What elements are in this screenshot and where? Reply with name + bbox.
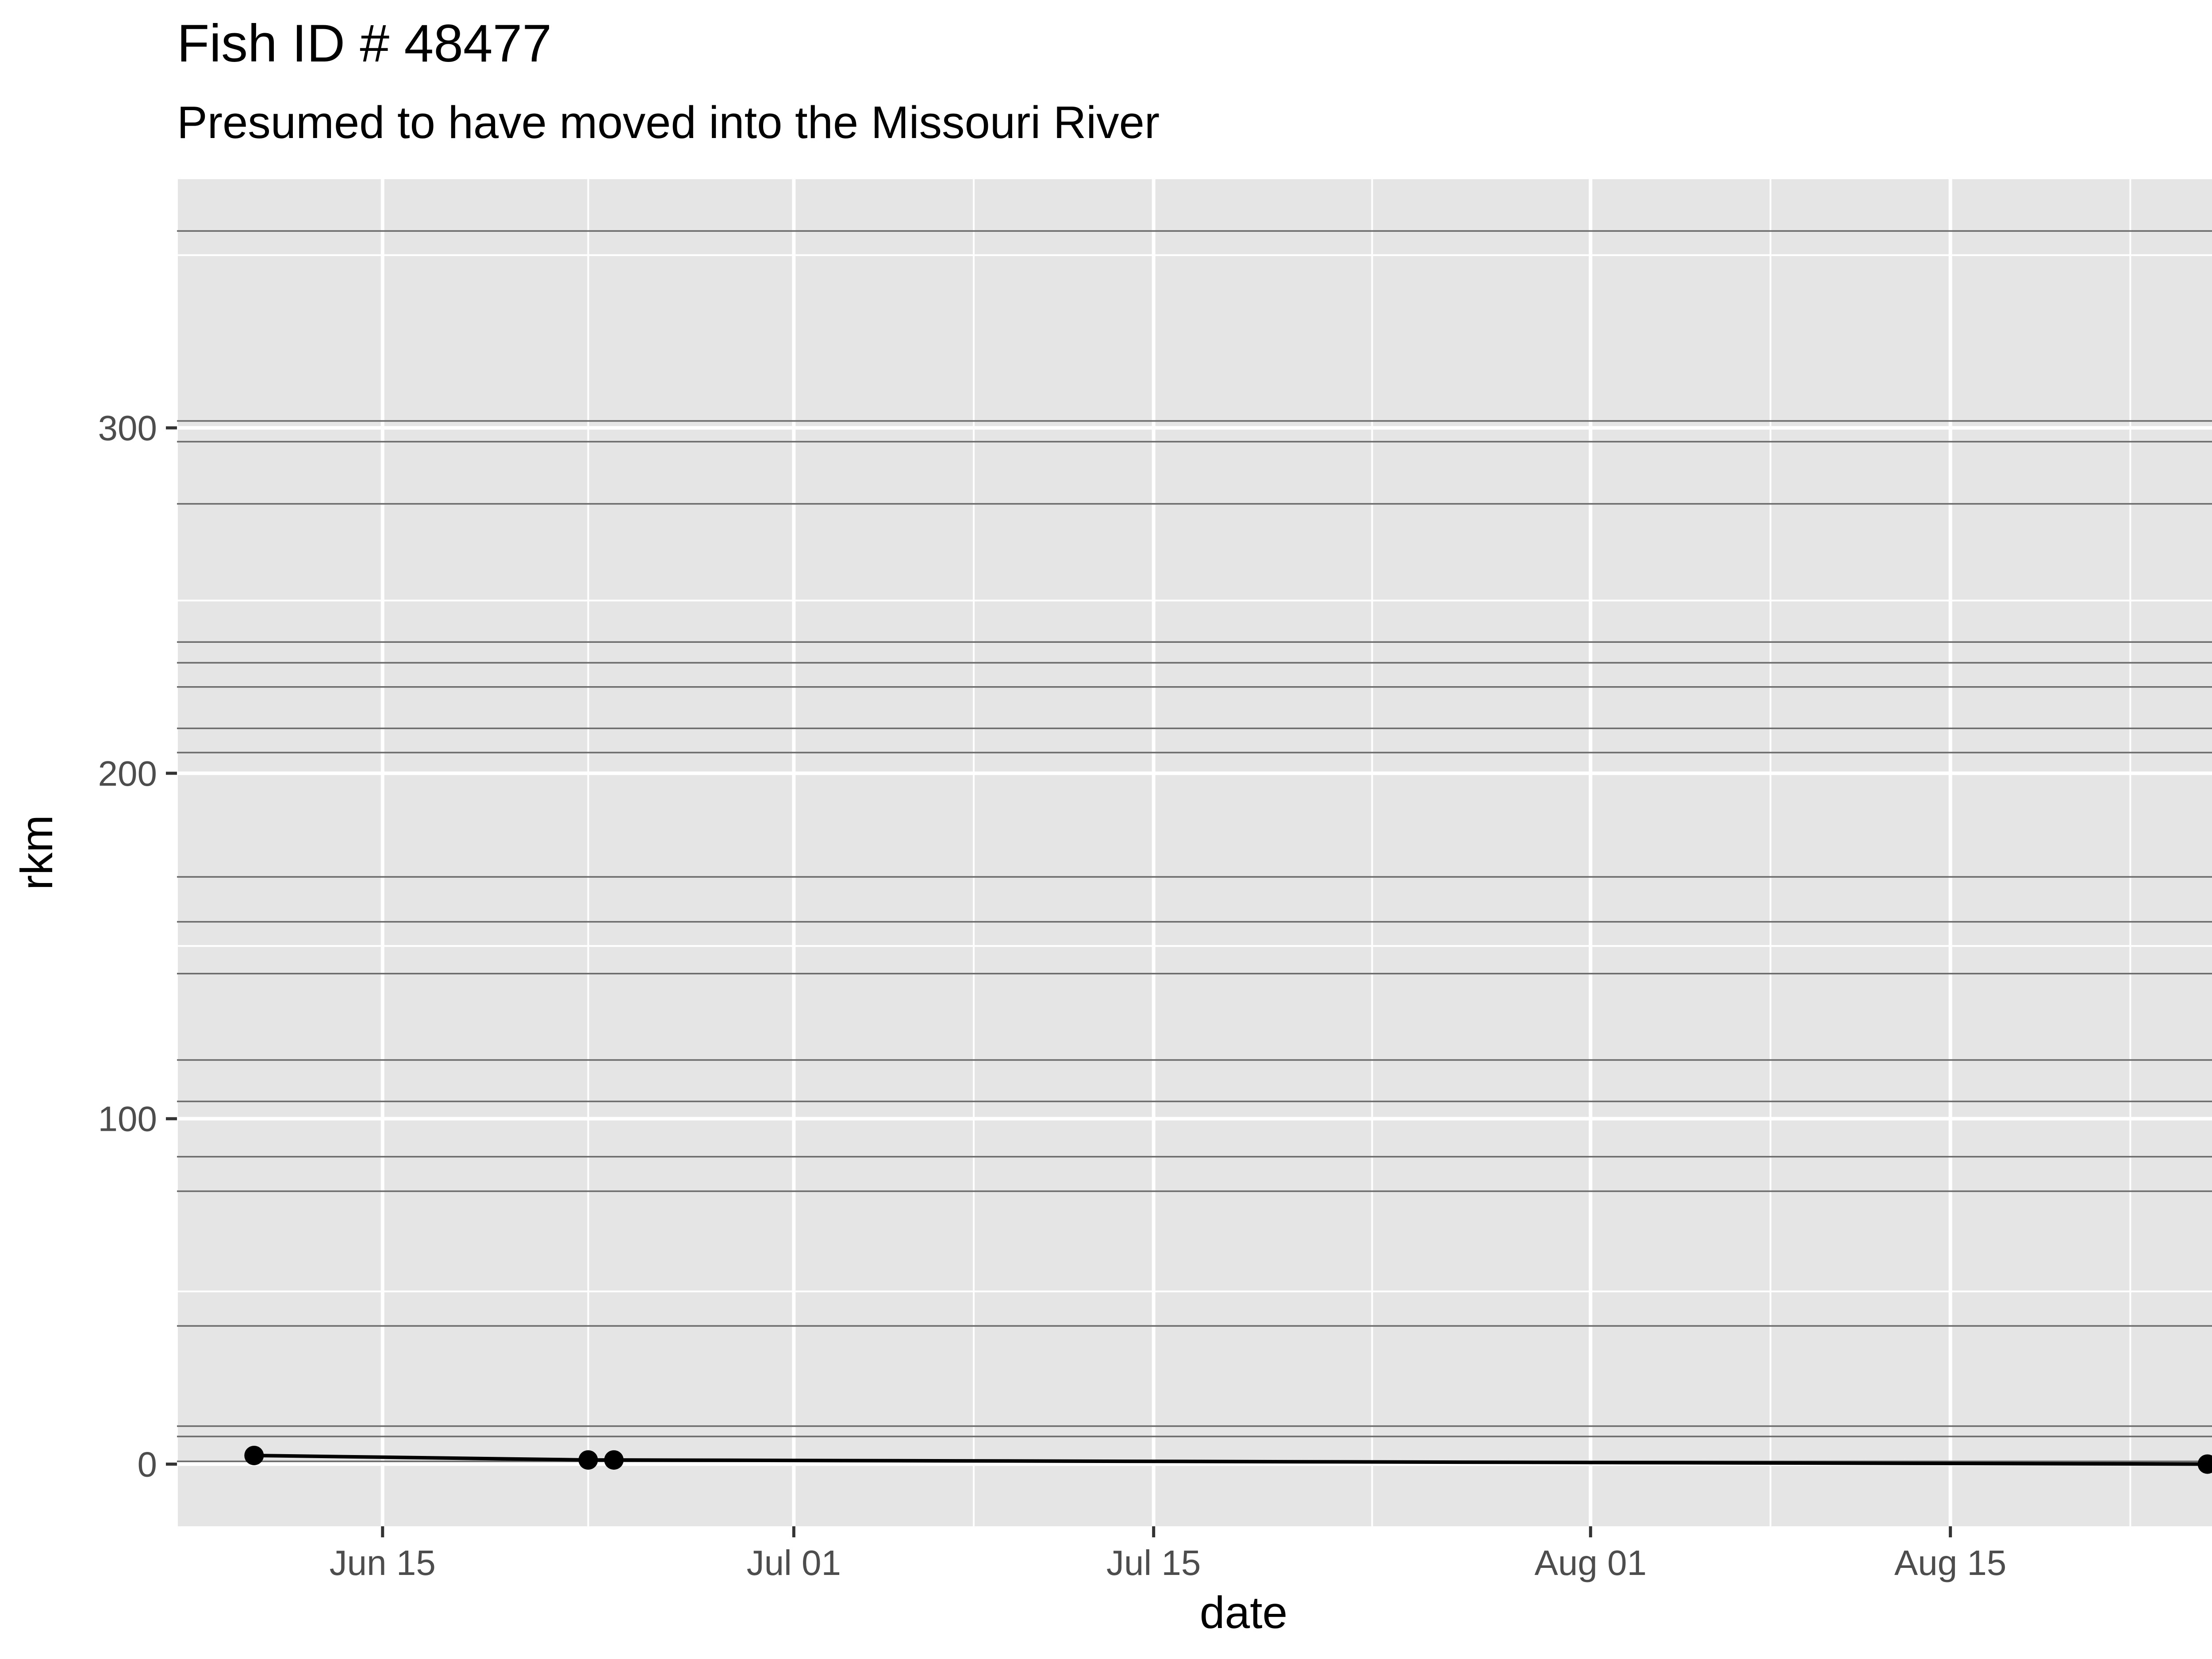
x-tick-label: Jul 01 (747, 1543, 841, 1582)
chart-title: Fish ID # 48477 (177, 14, 552, 73)
x-tick-label: Jul 15 (1106, 1543, 1201, 1582)
series-line (254, 1453, 2208, 1466)
chart-subtitle: Presumed to have moved into the Missouri… (177, 97, 1160, 148)
data-point (244, 1445, 264, 1465)
x-tick-label: Aug 15 (1894, 1543, 2007, 1582)
plot-panel (177, 179, 2212, 1526)
minor-gridlines (176, 179, 2212, 1526)
data-point (578, 1450, 598, 1470)
x-tick-label: Aug 01 (1535, 1543, 1647, 1582)
y-tick-label: 200 (98, 754, 157, 793)
y-axis: 0 100 200 300 (98, 408, 177, 1484)
y-tick-label: 0 (138, 1444, 157, 1484)
reference-lines (177, 230, 2212, 1462)
data-point (604, 1450, 624, 1470)
major-gridlines (177, 179, 2212, 1526)
x-axis: Jun 15 Jul 01 Jul 15 Aug 01 Aug 15 (330, 1526, 2007, 1582)
data-point (2197, 1454, 2212, 1474)
y-tick-label: 300 (98, 408, 157, 448)
y-tick-label: 100 (98, 1099, 157, 1139)
x-tick-label: Jun 15 (330, 1543, 436, 1582)
y-axis-title: rkm (12, 815, 62, 890)
x-axis-title: date (1200, 1587, 1288, 1638)
series-group (244, 1445, 2212, 1474)
